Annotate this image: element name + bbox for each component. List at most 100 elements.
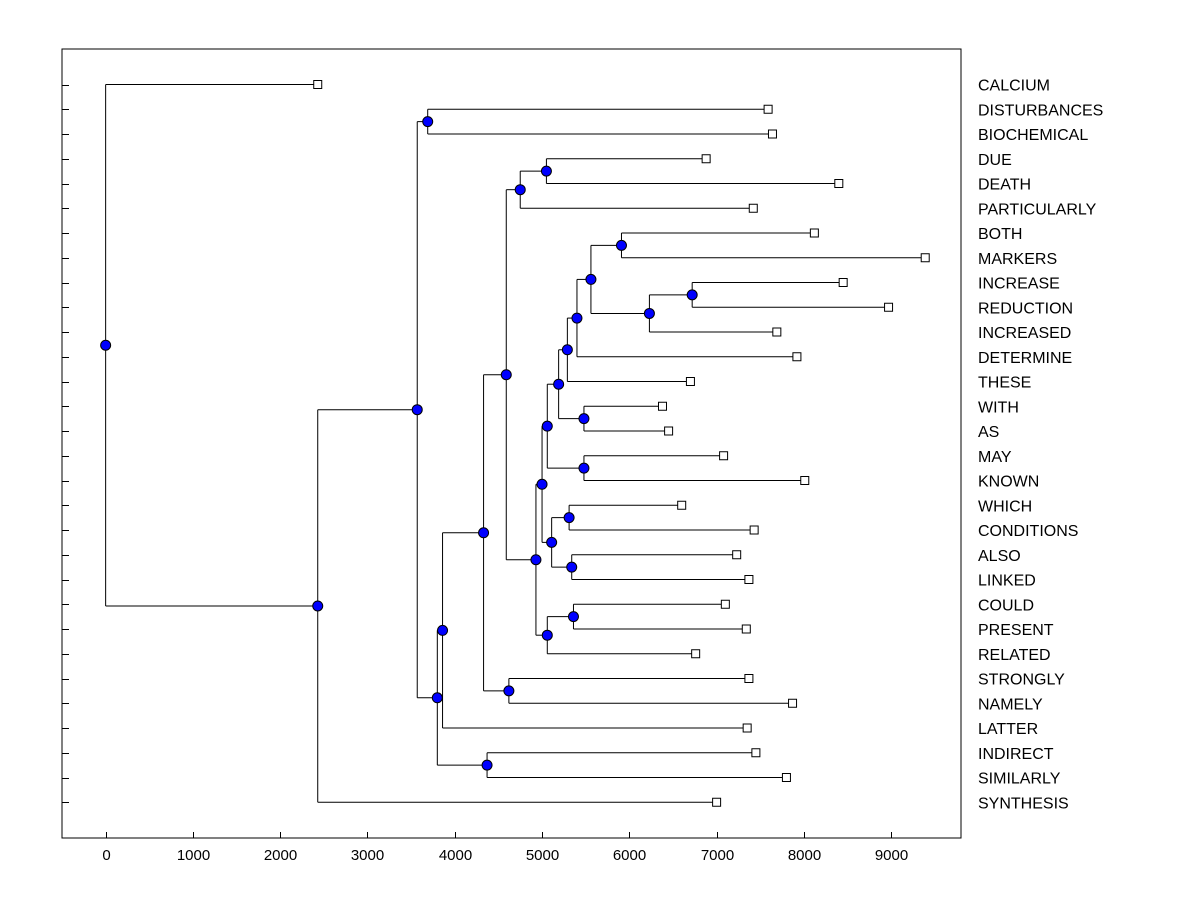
x-tick-label: 7000 [701,847,734,864]
leaf-marker [720,599,730,609]
cluster-node [615,239,627,251]
x-tick-label: 4000 [439,847,472,864]
leaf-label: LATTER [978,721,1038,738]
node-group [100,116,698,771]
leaf-label: BOTH [978,226,1022,243]
cluster-node [553,378,565,390]
leaf-marker [751,748,761,758]
cluster-node [536,478,548,490]
cluster-node [571,312,583,324]
leaf-label: CONDITIONS [978,523,1078,540]
cluster-node [585,273,597,285]
leaf-label: PRESENT [978,622,1054,639]
cluster-node [503,685,515,697]
cluster-node [431,692,443,704]
leaf-label: STRONGLY [978,672,1065,689]
leaf-marker [792,352,802,362]
leaf-label: DUE [978,152,1012,169]
leaf-marker [741,624,751,634]
leaf-label: INDIRECT [978,746,1054,763]
leaf-marker [701,154,711,164]
leaf-label: INCREASE [978,276,1060,293]
leaf-label: COULD [978,597,1034,614]
cluster-node [541,420,553,432]
cluster-node [566,561,578,573]
leaf-label: WITH [978,399,1019,416]
leaf-label: CALCIUM [978,78,1050,95]
cluster-node [561,344,573,356]
leaf-marker [712,797,722,807]
leaf-marker [834,179,844,188]
leaf-marker [657,401,667,411]
leaf-marker [763,104,773,114]
leaf-label: RELATED [978,647,1051,664]
leaf-marker [748,203,758,213]
leaf-label: MAY [978,449,1012,466]
x-tick-label: 5000 [526,847,559,864]
leaf-label: INCREASED [978,325,1071,342]
cluster-node [478,527,490,539]
leaf-marker [920,253,930,263]
leaf-marker [719,451,729,461]
cluster-node [312,600,324,612]
leaf-label: DISTURBANCES [978,102,1103,119]
cluster-node [686,289,698,301]
cluster-node [643,307,655,319]
leaf-label: SYNTHESIS [978,795,1069,812]
leaf-label: BIOCHEMICAL [978,127,1088,144]
x-tick-label: 1000 [177,847,210,864]
leaf-marker [838,278,848,287]
leaf-label: MARKERS [978,251,1057,268]
cluster-node [563,512,575,524]
leaf-marker [691,649,701,659]
leaf-marker [800,476,810,485]
leaf-marker [749,525,759,535]
x-tick-label: 0 [102,847,110,864]
cluster-node [530,554,542,566]
x-tick-label: 2000 [264,847,297,864]
label-group: CALCIUM DISTURBANCES BIOCHEMICAL DUE DEATH PA… [978,78,1103,813]
leaf-label: SIMILARLY [978,771,1061,788]
leaf-marker [884,302,894,312]
cluster-node [567,611,579,623]
leaf-marker [732,550,742,560]
leaf-group [313,80,930,807]
leaf-label: AS [978,424,999,441]
leaf-label: LINKED [978,573,1036,590]
leaf-label: PARTICULARLY [978,201,1097,218]
leaf-marker [677,500,687,510]
leaf-label: ALSO [978,548,1021,565]
leaf-marker [664,426,674,436]
leaf-label: KNOWN [978,474,1039,491]
cluster-node [422,116,434,128]
x-tick-label: 6000 [613,847,646,864]
cluster-node [437,624,449,636]
leaf-label: REDUCTION [978,300,1073,317]
x-tick-label: 8000 [788,847,821,864]
cluster-node [514,184,526,196]
tick-group: 0 1000 2000 3000 4000 5000 6000 7000 8000 9000 [62,85,908,864]
leaf-marker [685,377,695,386]
cluster-node [500,369,512,381]
leaf-marker [744,575,754,584]
leaf-label: WHICH [978,498,1032,515]
x-tick-label: 9000 [875,847,908,864]
cluster-node [541,629,553,641]
leaf-marker [767,129,777,139]
cluster-node [100,339,112,351]
cluster-node [578,413,590,425]
leaf-marker [781,773,791,782]
leaf-label: THESE [978,375,1031,392]
leaf-marker [313,80,323,89]
cluster-node [411,404,423,416]
plot-frame [61,48,962,839]
leaf-marker [742,723,752,733]
cluster-node [540,165,552,177]
leaf-marker [788,698,798,708]
leaf-marker [772,327,782,337]
x-tick-label: 3000 [351,847,384,864]
cluster-node [578,462,590,474]
leaf-label: DETERMINE [978,350,1072,367]
cluster-node [481,759,493,771]
